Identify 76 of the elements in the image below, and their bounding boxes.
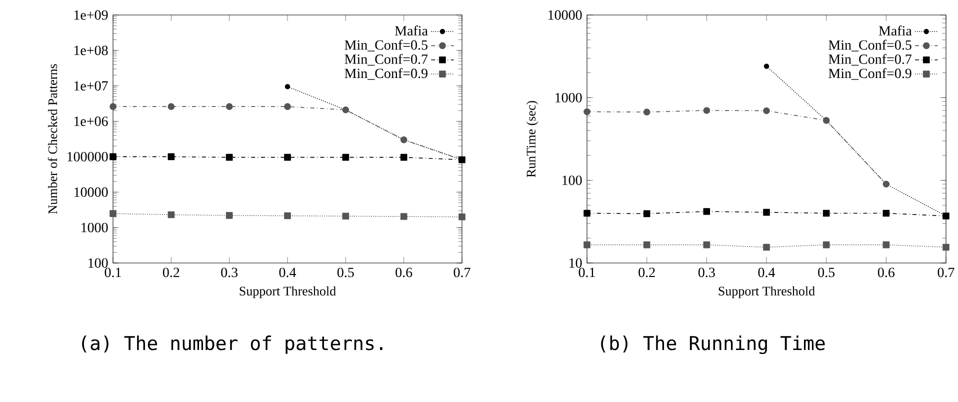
legend-label: Min_Conf=0.7 bbox=[828, 54, 912, 66]
point bbox=[284, 103, 291, 110]
point bbox=[168, 153, 175, 160]
point bbox=[284, 212, 291, 220]
x-tick-label: 0.1 bbox=[578, 268, 595, 278]
point bbox=[226, 154, 233, 161]
x-tick-label: 0.5 bbox=[818, 268, 835, 278]
y-tick-label: 10 bbox=[570, 258, 582, 268]
point bbox=[168, 211, 175, 218]
x-tick-label: 0.4 bbox=[758, 268, 776, 278]
text: (a) The number of patterns. bbox=[82, 336, 382, 354]
y-tick-label: 1000 bbox=[556, 92, 582, 102]
point bbox=[643, 210, 650, 218]
point bbox=[703, 208, 710, 215]
x-tick-label: 0.4 bbox=[279, 268, 296, 278]
x-tick-label: 0.6 bbox=[878, 268, 894, 278]
x-tick-label: 0.7 bbox=[938, 268, 954, 278]
point bbox=[643, 108, 650, 116]
x-tick-label: 0.3 bbox=[698, 268, 715, 278]
y-tick-label: 1e+09 bbox=[74, 10, 108, 20]
point bbox=[643, 241, 650, 248]
x-tick-label: 0.2 bbox=[162, 268, 180, 278]
x-tick-label: 0.6 bbox=[396, 268, 412, 278]
point bbox=[400, 154, 408, 161]
point bbox=[882, 210, 890, 217]
point bbox=[110, 210, 116, 217]
point bbox=[763, 107, 770, 114]
y-tick-label: 1e+06 bbox=[74, 116, 108, 126]
point bbox=[584, 241, 590, 248]
point bbox=[110, 103, 116, 110]
point bbox=[763, 208, 770, 216]
x-tick-label: 0.7 bbox=[454, 268, 470, 278]
point bbox=[942, 244, 950, 251]
legend-label: Mafia bbox=[878, 26, 912, 36]
point bbox=[226, 103, 233, 110]
point bbox=[763, 244, 770, 251]
point bbox=[703, 241, 710, 248]
y-tick-label: 10000 bbox=[548, 10, 582, 20]
legend-label: Min_Conf=0.9 bbox=[828, 68, 912, 80]
x-tick-label: 0.1 bbox=[104, 268, 121, 278]
x-axis-title: Support Threshold bbox=[240, 286, 336, 298]
point bbox=[584, 210, 590, 217]
point bbox=[110, 153, 116, 160]
point bbox=[703, 107, 710, 114]
legend-label: Min_Conf=0.5 bbox=[344, 40, 428, 52]
legend-label: Mafia bbox=[394, 26, 428, 36]
legend-label: Min_Conf=0.9 bbox=[344, 68, 428, 80]
point bbox=[342, 212, 350, 220]
y-tick-label: 100 bbox=[88, 258, 108, 268]
x-tick-label: 0.3 bbox=[221, 268, 238, 278]
point bbox=[458, 214, 466, 220]
point bbox=[400, 213, 408, 220]
x-axis-title: Support Threshold bbox=[718, 286, 815, 298]
point bbox=[226, 212, 233, 219]
point bbox=[764, 64, 770, 69]
y-tick-label: 1e+08 bbox=[74, 46, 108, 56]
y-tick-label: 1000 bbox=[82, 222, 108, 232]
y-axis-title: RunTime (sec) bbox=[526, 100, 538, 178]
point bbox=[822, 241, 830, 248]
y-axis-title: Number of Checked Patterns bbox=[48, 64, 58, 214]
x-tick-label: 0.2 bbox=[638, 268, 655, 278]
y-tick-label: 1e+07 bbox=[74, 81, 108, 91]
y-tick-label: 100 bbox=[562, 176, 582, 186]
text: (b) The Running Time bbox=[601, 336, 825, 354]
legend-label: Min_Conf=0.7 bbox=[344, 54, 428, 66]
y-tick-label: 100000 bbox=[68, 152, 108, 162]
y-tick-label: 10000 bbox=[74, 187, 108, 197]
legend-label: Min_Conf=0.5 bbox=[828, 40, 912, 52]
point bbox=[584, 108, 590, 116]
point bbox=[882, 241, 890, 248]
point bbox=[342, 154, 350, 161]
point bbox=[822, 210, 830, 217]
point bbox=[168, 103, 175, 110]
point bbox=[284, 84, 290, 90]
point bbox=[284, 154, 291, 161]
x-tick-label: 0.5 bbox=[337, 268, 354, 278]
